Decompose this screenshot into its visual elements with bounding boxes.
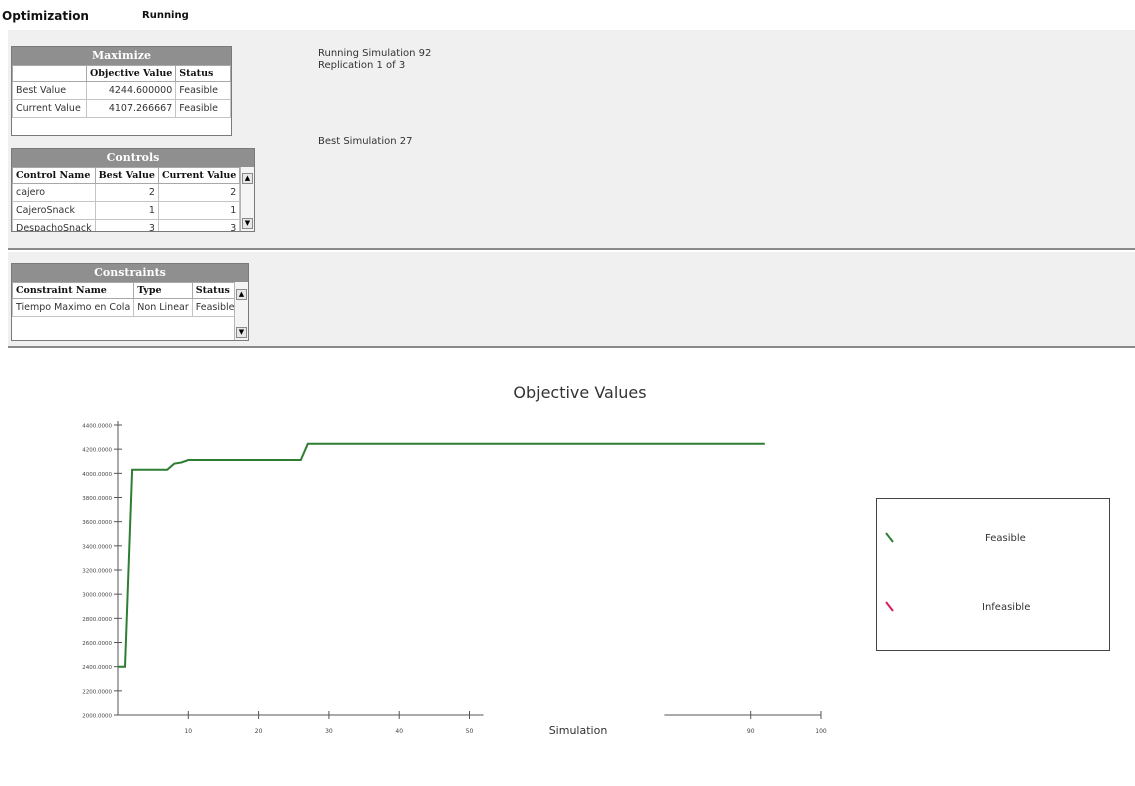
constraint-name: Tiempo Maximo en Cola xyxy=(12,298,135,317)
controls-table: Controls Control Name Best Value Current… xyxy=(11,148,255,232)
control-current-value: 3 xyxy=(157,219,241,231)
scroll-up-icon[interactable]: ▲ xyxy=(242,173,253,184)
maximize-header: Maximize xyxy=(12,47,231,65)
controls-scrollbar[interactable]: ▲ ▼ xyxy=(240,167,254,231)
feasible-legend-icon xyxy=(885,532,894,543)
control-best-value: 3 xyxy=(94,219,159,231)
table-row[interactable]: CajeroSnack 1 1 xyxy=(12,201,241,220)
chart-title: Objective Values xyxy=(513,383,646,402)
scroll-down-icon[interactable]: ▼ xyxy=(242,218,253,229)
y-tick-label: 3000.0000 xyxy=(82,593,112,599)
row-label: Current Value xyxy=(12,99,87,118)
constraint-type: Non Linear xyxy=(133,298,193,317)
y-tick-label: 3800.0000 xyxy=(82,496,112,502)
y-tick-label: 2200.0000 xyxy=(82,689,112,695)
objective-value: 4107.266667 xyxy=(85,99,177,118)
maximize-col-status[interactable]: Status xyxy=(175,65,231,82)
x-tick-label: 10 xyxy=(184,728,192,735)
x-tick-label: 30 xyxy=(325,728,333,735)
y-tick-label: 3400.0000 xyxy=(82,544,112,550)
constraints-header: Constraints xyxy=(12,264,248,282)
y-tick-label: 4400.0000 xyxy=(82,424,112,430)
y-tick-label: 4000.0000 xyxy=(82,472,112,478)
control-current-value: 1 xyxy=(157,201,241,220)
controls-col-best[interactable]: Best Value xyxy=(94,167,159,184)
replication-text: Replication 1 of 3 xyxy=(318,60,406,71)
legend-infeasible-label: Infeasible xyxy=(982,602,1031,613)
x-tick-label: 40 xyxy=(395,728,403,735)
table-row[interactable]: DespachoSnack 3 3 xyxy=(12,219,241,231)
constraints-scrollbar[interactable]: ▲ ▼ xyxy=(234,282,248,340)
constraints-col-status[interactable]: Status xyxy=(191,282,239,299)
constraint-status: Feasible xyxy=(191,298,239,317)
x-tick-label: 50 xyxy=(466,728,474,735)
table-row[interactable]: Tiempo Maximo en Cola Non Linear Feasibl… xyxy=(12,298,239,317)
y-tick-label: 3200.0000 xyxy=(82,569,112,575)
controls-col-name[interactable]: Control Name xyxy=(12,167,96,184)
series-line-feasible xyxy=(118,442,765,668)
table-row[interactable]: Best Value 4244.600000 Feasible xyxy=(12,81,231,100)
y-tick-label: 3600.0000 xyxy=(82,520,112,526)
x-axis-label: Simulation xyxy=(549,724,608,737)
y-tick-label: 2400.0000 xyxy=(82,665,112,671)
x-tick-label: 100 xyxy=(815,728,827,735)
controls-header: Controls xyxy=(12,149,254,167)
constraints-col-type[interactable]: Type xyxy=(133,282,193,299)
controls-col-current[interactable]: Current Value xyxy=(157,167,241,184)
status-cell: Feasible xyxy=(175,99,231,118)
y-tick-label: 2800.0000 xyxy=(82,617,112,623)
maximize-table: Maximize Objective Value Status Best Val… xyxy=(11,46,232,136)
scroll-up-icon[interactable]: ▲ xyxy=(236,289,247,300)
table-row[interactable]: Current Value 4107.266667 Feasible xyxy=(12,99,231,118)
y-tick-label: 4200.0000 xyxy=(82,448,112,454)
y-tick-label: 2600.0000 xyxy=(82,641,112,647)
x-tick-label: 90 xyxy=(747,728,755,735)
legend-feasible-label: Feasible xyxy=(985,533,1026,544)
best-simulation-text: Best Simulation 27 xyxy=(318,136,413,147)
maximize-col-blank xyxy=(12,65,87,82)
constraints-col-name[interactable]: Constraint Name xyxy=(12,282,135,299)
y-tick-label: 2000.0000 xyxy=(82,714,112,720)
optimization-title: Optimization xyxy=(2,9,89,23)
infeasible-legend-icon xyxy=(885,601,894,612)
constraints-table: Constraints Constraint Name Type Status … xyxy=(11,263,249,341)
running-simulation-text: Running Simulation 92 xyxy=(318,48,432,59)
optimization-status: Running xyxy=(142,10,189,21)
x-tick-label: 20 xyxy=(255,728,263,735)
chart-legend: Feasible Infeasible xyxy=(876,498,1110,651)
scroll-down-icon[interactable]: ▼ xyxy=(236,327,247,338)
